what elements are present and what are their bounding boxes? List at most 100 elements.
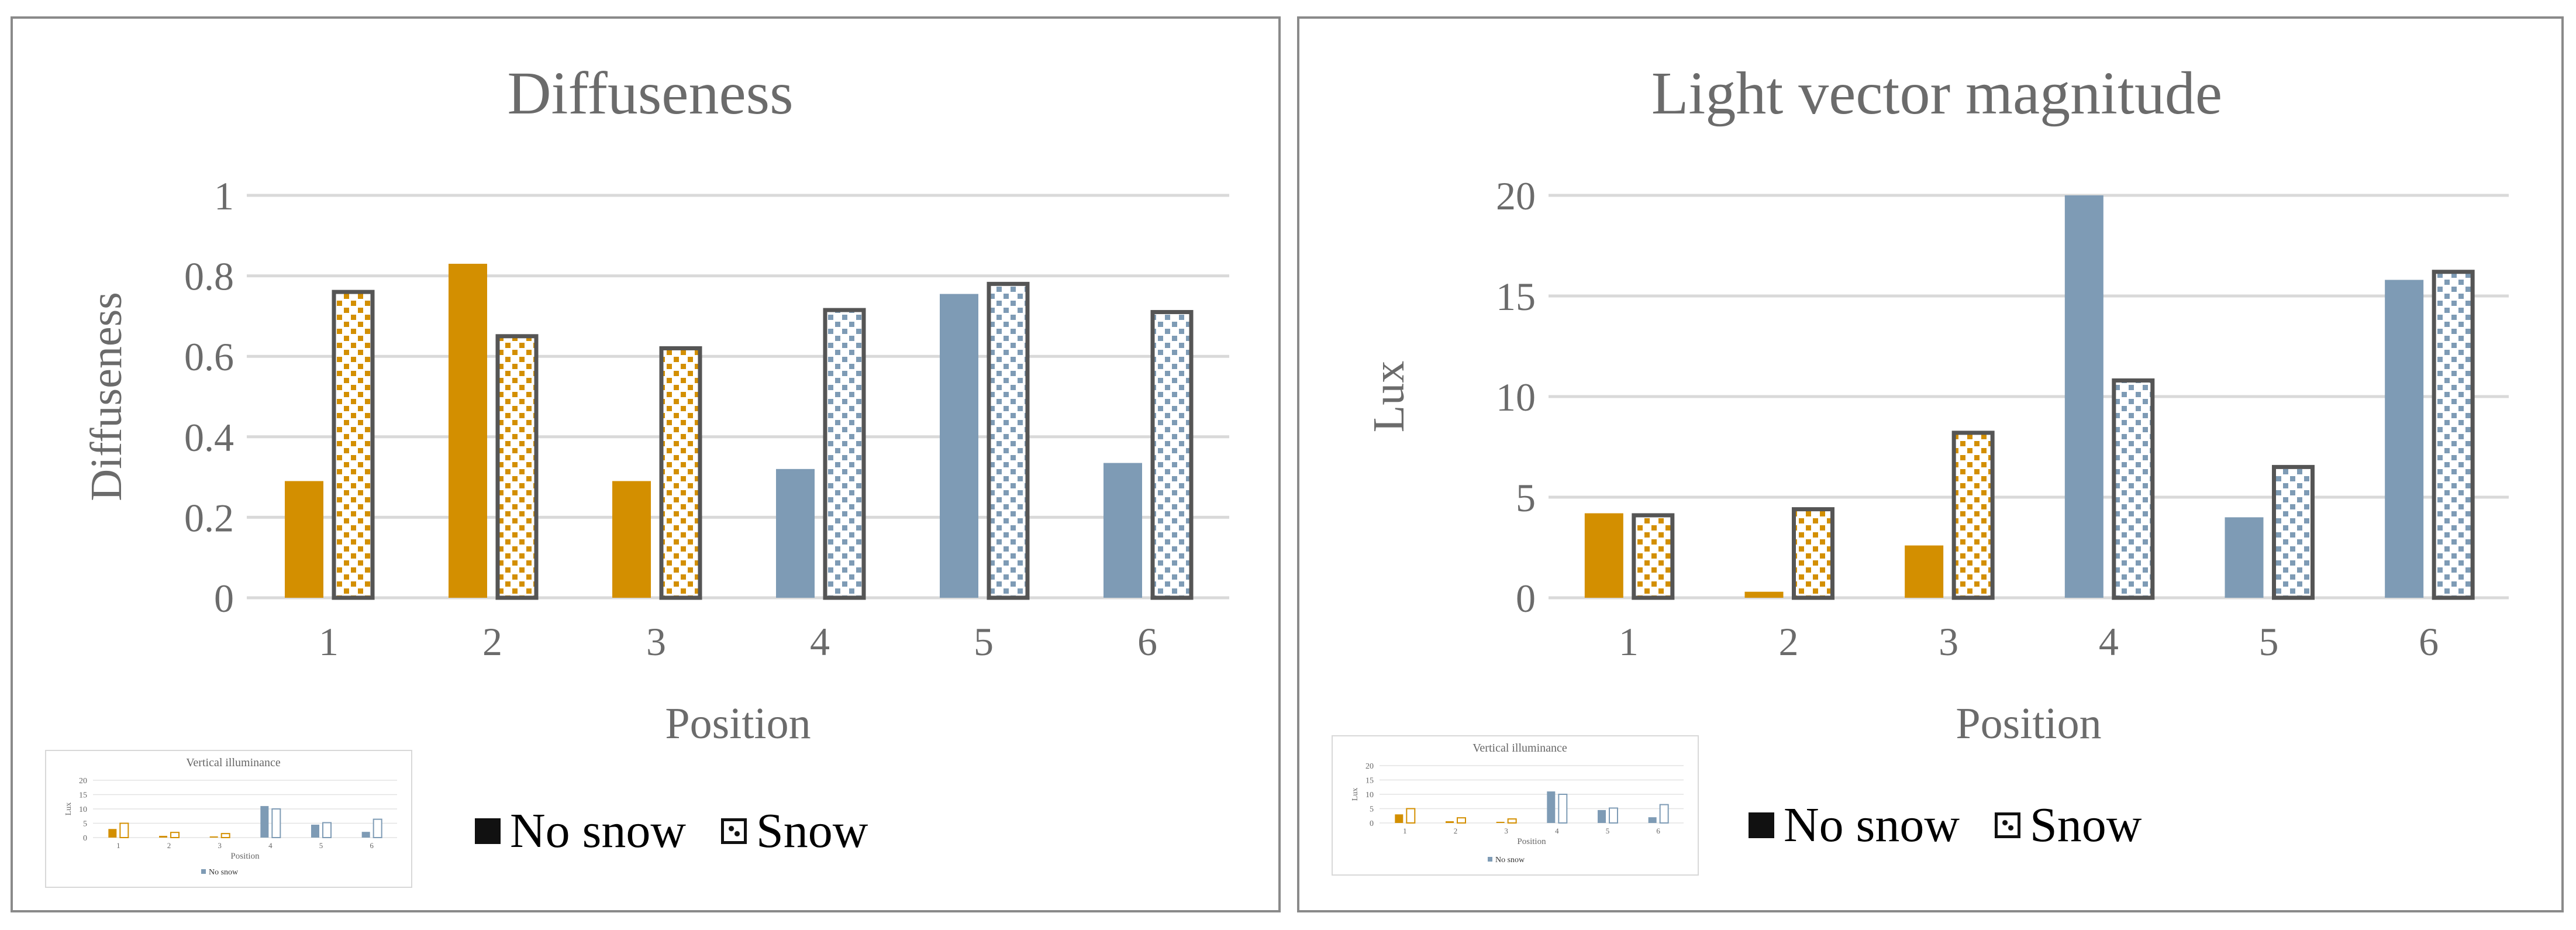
thumbnail-bar-no-snow (1547, 791, 1556, 823)
light-vector-magnitude-chart: Light vector magnitude 0 5 10 15 20 1 2 3 4 5 6 Posi… (1364, 60, 2509, 748)
thumbnail-bar-no-snow (311, 824, 319, 838)
y-axis-label: Lux (1364, 361, 1413, 432)
thumbnail-y-tick: 5 (1370, 805, 1374, 814)
thumbnail-y-tick: 20 (79, 777, 87, 786)
thumbnail-bar-snow (119, 822, 129, 838)
x-axis-label: Position (1956, 699, 2101, 748)
x-tick-label: 4 (2099, 619, 2119, 664)
y-tick-label: 5 (1516, 476, 1536, 520)
y-tick-label: 0 (214, 576, 234, 621)
thumbnail-bar-snow (1659, 804, 1669, 824)
thumbnail-bar-snow (271, 808, 281, 838)
thumbnail-bar-no-snow (361, 832, 370, 838)
bar-no-snow (1103, 463, 1142, 598)
thumbnail-y-tick: 15 (1365, 777, 1374, 786)
thumbnail-title: Vertical illuminance (186, 756, 281, 769)
diffuseness-legend: No snow Snow (475, 802, 903, 859)
thumbnail-x-tick: 2 (1454, 826, 1458, 835)
bar-no-snow (2225, 517, 2264, 598)
thumbnail-bar-snow (220, 833, 230, 838)
x-tick-label: 2 (1779, 619, 1799, 664)
bar-snow (2432, 270, 2475, 600)
snow-swatch-icon (721, 818, 747, 844)
bar-no-snow (2385, 280, 2424, 598)
bar-no-snow (940, 294, 978, 598)
bar-snow (987, 281, 1030, 600)
y-tick-label: 1 (214, 174, 234, 218)
snow-swatch-icon (1995, 812, 2021, 838)
thumbnail-y-tick: 5 (83, 820, 87, 829)
y-tick-label: 15 (1496, 274, 1536, 319)
thumbnail-y-label: Lux (64, 802, 73, 816)
bar-snow (1632, 513, 1675, 600)
vertical-illuminance-thumbnail-chart: Vertical illuminance 0 5 10 15 20 1 2 3 4 5 6 Lux Pos… (64, 756, 397, 877)
thumbnail-bar-snow (1457, 817, 1466, 824)
thumbnail-x-tick: 5 (1606, 826, 1610, 835)
no-snow-swatch-icon (475, 818, 501, 844)
y-tick-label: 10 (1496, 375, 1536, 419)
thumbnail-bar-no-snow (260, 806, 269, 838)
bar-no-snow (449, 263, 487, 598)
thumbnail-x-tick: 4 (1555, 826, 1559, 835)
y-tick-label: 0.2 (184, 495, 234, 540)
thumbnail-y-tick: 10 (79, 805, 87, 814)
bar-snow (495, 334, 539, 600)
thumbnail-bar-no-snow (1395, 814, 1403, 823)
legend-snow: Snow (721, 802, 868, 859)
y-tick-label: 0.6 (184, 335, 234, 379)
thumbnail-bar-snow (322, 822, 332, 838)
thumbnail-y-tick: 0 (83, 834, 87, 843)
thumbnail-x-tick: 4 (268, 841, 273, 850)
legend-snow-label: Snow (2030, 798, 2142, 852)
legend-snow-label: Snow (756, 804, 868, 858)
thumbnail-legend-label: No snow (1495, 856, 1525, 864)
chart-title: Light vector magnitude (1651, 60, 2222, 127)
vertical-illuminance-thumbnail: Vertical illuminance 0 5 10 15 20 1 2 3 4 5 6 Lux Pos… (45, 750, 412, 888)
legend-no-snow: No snow (1749, 797, 1960, 853)
thumbnail-bar-no-snow (1598, 810, 1606, 823)
x-tick-label: 3 (646, 619, 666, 664)
y-tick-label: 0 (1516, 576, 1536, 621)
x-tick-label: 6 (2419, 619, 2439, 664)
vertical-illuminance-thumbnail-2: Vertical illuminance 0 5 10 15 20 1 2 3 4 5 6 Lux Pos… (1332, 735, 1699, 876)
thumbnail-x-tick: 5 (319, 841, 323, 850)
x-tick-label: 1 (319, 619, 339, 664)
bar-no-snow (1744, 591, 1784, 598)
legend-no-snow: No snow (475, 802, 686, 859)
thumbnail-y-tick: 10 (1365, 791, 1374, 800)
bar-snow (332, 290, 375, 600)
light-vector-legend: No snow Snow (1749, 797, 2177, 853)
vertical-illuminance-thumbnail-chart-2: Vertical illuminance 0 5 10 15 20 1 2 3 4 5 6 Lux Pos… (1351, 742, 1684, 864)
no-snow-swatch-icon (1749, 812, 1774, 838)
thumbnail-bar-no-snow (1446, 821, 1454, 823)
bar-no-snow (2064, 195, 2103, 598)
legend-snow: Snow (1995, 797, 2142, 853)
thumbnail-legend-swatch (1488, 857, 1492, 862)
bar-snow (823, 308, 866, 600)
thumbnail-bar-snow (1609, 807, 1618, 824)
bar-snow (2112, 378, 2155, 600)
y-tick-label: 0.4 (184, 415, 234, 460)
thumbnail-title: Vertical illuminance (1473, 742, 1567, 755)
thumbnail-bar-snow (1507, 818, 1517, 824)
thumbnail-x-tick: 3 (1504, 826, 1508, 835)
x-tick-label: 5 (2259, 619, 2279, 664)
thumbnail-y-tick: 0 (1370, 819, 1374, 828)
bar-snow (2272, 464, 2315, 600)
thumbnail-bar-snow (1406, 808, 1416, 824)
thumbnail-x-label: Position (230, 852, 260, 861)
bar-no-snow (612, 481, 651, 598)
thumbnail-x-tick: 1 (1403, 826, 1407, 835)
bar-no-snow (776, 469, 815, 598)
thumbnail-bar-no-snow (1648, 817, 1657, 823)
thumbnail-bar-no-snow (209, 836, 218, 838)
thumbnail-bar-snow (1558, 794, 1568, 824)
thumbnail-bar-no-snow (159, 836, 167, 838)
light-vector-chart-panel: Light vector magnitude 0 5 10 15 20 1 2 3 4 5 6 Posi… (1297, 16, 2564, 912)
bar-no-snow (1905, 545, 1944, 598)
diffuseness-chart-panel: Diffuseness 0 0.2 0.4 0.6 0.8 1 1 2 3 4 5 6 Position D… (11, 16, 1281, 912)
thumbnail-legend-label: No snow (209, 868, 239, 877)
x-tick-label: 1 (1619, 619, 1639, 664)
x-tick-label: 2 (482, 619, 502, 664)
bar-no-snow (285, 481, 323, 598)
